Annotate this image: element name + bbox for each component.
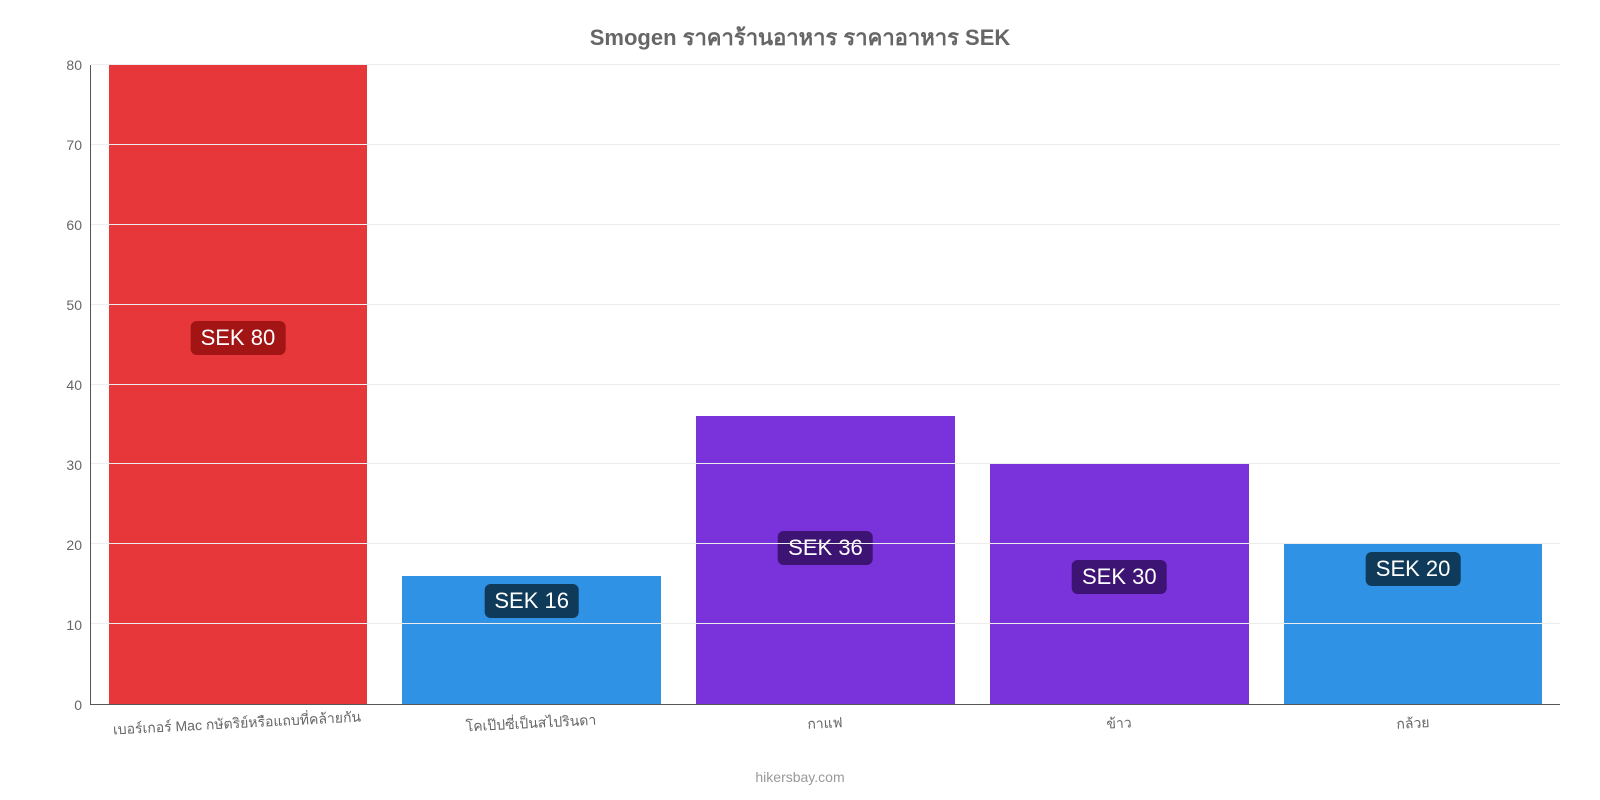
value-badge: SEK 36 — [778, 531, 873, 565]
y-tick-label: 0 — [42, 697, 82, 713]
bar: SEK 30 — [990, 464, 1249, 704]
grid-line — [91, 224, 1560, 225]
y-tick-label: 20 — [42, 537, 82, 553]
bar: SEK 20 — [1284, 544, 1543, 704]
bar-slot: SEK 16 — [385, 65, 679, 704]
y-tick-label: 30 — [42, 457, 82, 473]
attribution: hikersbay.com — [40, 769, 1560, 785]
bar-slot: SEK 80 — [91, 65, 385, 704]
y-tick-label: 70 — [42, 137, 82, 153]
y-tick-label: 80 — [42, 57, 82, 73]
y-axis: 01020304050607080 — [40, 65, 90, 705]
grid-line — [91, 304, 1560, 305]
x-tick-label: โคเป๊ปซี่เป็นสไปรินดา — [384, 705, 678, 765]
value-badge: SEK 16 — [484, 584, 579, 618]
value-badge: SEK 20 — [1366, 552, 1461, 586]
y-tick-label: 10 — [42, 617, 82, 633]
grid-line — [91, 623, 1560, 624]
x-axis-labels: เบอร์เกอร์ Mac กษัตริย์หรือแถบที่คล้ายกั… — [90, 705, 1560, 765]
grid-line — [91, 463, 1560, 464]
x-tick-label: ข้าว — [972, 705, 1266, 765]
x-tick-label: กาแฟ — [678, 705, 972, 765]
grid-line — [91, 144, 1560, 145]
value-badge: SEK 30 — [1072, 560, 1167, 594]
bar-slot: SEK 36 — [679, 65, 973, 704]
bar-slot: SEK 30 — [972, 65, 1266, 704]
grid-line — [91, 64, 1560, 65]
y-tick-label: 50 — [42, 297, 82, 313]
plot-area: 01020304050607080 SEK 80SEK 16SEK 36SEK … — [40, 65, 1560, 705]
y-tick-label: 60 — [42, 217, 82, 233]
y-tick-label: 40 — [42, 377, 82, 393]
bar-slot: SEK 20 — [1266, 65, 1560, 704]
bar: SEK 80 — [109, 65, 368, 704]
grid-line — [91, 543, 1560, 544]
x-tick-label: กล้วย — [1266, 705, 1560, 765]
bar: SEK 16 — [402, 576, 661, 704]
chart-title: Smogen ราคาร้านอาหาร ราคาอาหาร SEK — [40, 20, 1560, 55]
value-badge: SEK 80 — [191, 321, 286, 355]
chart-container: Smogen ราคาร้านอาหาร ราคาอาหาร SEK 0 10 20… — [0, 0, 1600, 800]
grid-line — [91, 384, 1560, 385]
x-tick-label: เบอร์เกอร์ Mac กษัตริย์หรือแถบที่คล้ายกั… — [90, 705, 384, 765]
plot: SEK 80 SEK 16 SEK 36 SEK 30 SEK 20 — [90, 65, 1560, 705]
bars-layer: SEK 80 SEK 16 SEK 36 SEK 30 SEK 20 — [91, 65, 1560, 704]
bar: SEK 36 — [696, 416, 955, 704]
